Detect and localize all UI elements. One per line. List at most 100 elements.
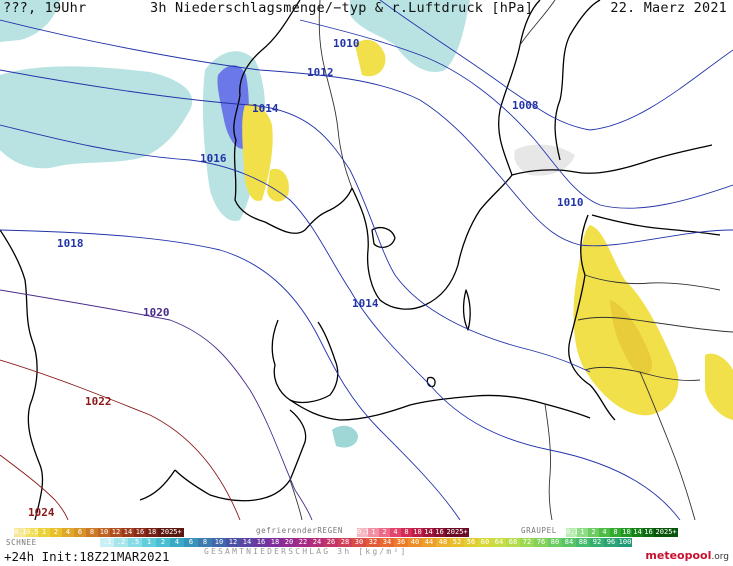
rain-area-north-yellow [355, 39, 386, 77]
legend-freezing-rain-scale: 0.1 1 2 4 8 10 14 16 2025+ [357, 528, 470, 537]
rain-scale-cell: 6 [74, 528, 86, 537]
snow-scale-cell: 96 [604, 538, 618, 547]
rain-scale-cell: 1 [38, 528, 50, 537]
legend-graupel-scale: 0.1 1 2 4 8 10 14 16 2025+ [566, 528, 679, 537]
isobar-line-1024 [0, 454, 69, 520]
rain-scale-cell: 14 [122, 528, 134, 537]
meteopool-logo[interactable]: meteopool.org [645, 549, 729, 562]
snow-scale-cell: 92 [590, 538, 604, 547]
border-east [639, 371, 696, 520]
border-baltic-states [577, 274, 733, 333]
precip-area-west [0, 66, 193, 169]
snow-scale-cell: 26 [324, 538, 338, 547]
snow-scale-cell: 2 [156, 538, 170, 547]
coastline-denmark [271, 319, 339, 404]
legend-snow-label: SCHNEE [6, 538, 37, 547]
border-sweden-finland [519, 0, 556, 46]
graupel-scale-cell: 4 [599, 528, 610, 537]
brand-main: meteopool [645, 549, 712, 562]
isobar-line-1020 [0, 289, 313, 520]
map-date: 22. Maerz 2021 [610, 0, 727, 16]
snow-scale-cell: 80 [548, 538, 562, 547]
graupel-scale-cell: 2 [588, 528, 599, 537]
border-norway-sweden [318, 0, 353, 189]
rain-area-norway-yellow [242, 103, 273, 201]
snow-scale-cell: 8 [198, 538, 212, 547]
legend-rain-scale: 0.1 0.5 1 2 4 6 8 10 12 14 16 18 2025+ [14, 528, 185, 537]
coastline-gotland [462, 289, 471, 331]
precip-area-finland [514, 144, 575, 176]
snow-scale-cell: .5 [128, 538, 142, 547]
legend-total-precip-label: GESAMTNIEDERSCHLAG 3h [kg/m²] [204, 547, 408, 556]
graupel-scale-cell: 2025+ [654, 528, 679, 537]
rain-scale-cell: 16 [134, 528, 146, 537]
freezing-scale-cell: 0.1 [357, 528, 368, 537]
snow-scale-cell: 52 [450, 538, 464, 547]
precip-area-northwest [0, 0, 60, 42]
rain-area-inland-yellow [267, 168, 289, 202]
freezing-scale-cell: 16 [434, 528, 445, 537]
freezing-scale-cell: 2025+ [445, 528, 470, 537]
precip-area-germany [332, 425, 358, 448]
isobar-label-1016: 1016 [200, 152, 227, 165]
map-title: 3h Niederschlagsmenge/−typ & r.Luftdruck… [150, 0, 534, 16]
snow-scale-cell: 36 [394, 538, 408, 547]
snow-scale-cell: 84 [562, 538, 576, 547]
forecast-init-label: +24h Init:18Z21MAR2021 [4, 549, 170, 564]
isobar-label-1024: 1024 [28, 506, 55, 519]
snow-scale-cell: 30 [352, 538, 366, 547]
snow-scale-cell: 24 [310, 538, 324, 547]
rain-scale-cell: 2 [50, 528, 62, 537]
coastline-sweden [351, 174, 513, 310]
rain-scale-cell: 0.5 [26, 528, 38, 537]
snow-scale-cell: 76 [534, 538, 548, 547]
isobar-label-1014: 1014 [252, 102, 279, 115]
precip-area-north [350, 0, 470, 72]
isobar-label-1010-east: 1010 [557, 196, 584, 209]
snow-scale-cell: 14 [240, 538, 254, 547]
isobar-line-1016 [0, 124, 681, 520]
isobar-label-1022: 1022 [85, 395, 112, 408]
snow-scale-cell: 16 [254, 538, 268, 547]
snow-scale-cell: 18 [268, 538, 282, 547]
snow-scale-cell: 34 [380, 538, 394, 547]
snow-scale-cell: 40 [408, 538, 422, 547]
snow-scale-cell: 44 [422, 538, 436, 547]
isobar-label-1018: 1018 [57, 237, 84, 250]
coastline-lake-vanern [371, 227, 396, 249]
snow-scale-cell: 6 [184, 538, 198, 547]
country-borders [289, 0, 733, 520]
graupel-scale-cell: 0.1 [566, 528, 577, 537]
freezing-scale-cell: 1 [368, 528, 379, 537]
coastline-belgium-france [139, 469, 176, 501]
rain-scale-cell: 12 [110, 528, 122, 537]
snow-scale-cell: 88 [576, 538, 590, 547]
coastline-gulf-bothnia [498, 0, 541, 176]
coastline-germany-poland [289, 394, 591, 421]
isobar-labels: 1008 1010 1010 1012 1014 1014 1016 1018 … [28, 37, 584, 519]
isobar-line-1008 [379, 0, 733, 131]
isobar-label-1008: 1008 [512, 99, 539, 112]
coastline-bornholm [426, 376, 436, 388]
isobar-line-1018 [0, 229, 461, 520]
isobar-lines [0, 0, 733, 520]
legend-snow-scale: .1.2.5 1 2 4 6 8 10 12 14 16 18 20 22 24 26 28 30 32 34 36 4… [100, 538, 632, 547]
precipitation-map: 1008 1010 1010 1012 1014 1014 1016 1018 … [0, 0, 733, 520]
coastline-finland-gulf [511, 144, 713, 176]
snow-scale-cell: 72 [520, 538, 534, 547]
rain-scale-cell: 8 [86, 528, 98, 537]
precipitation-legend: 0.1 0.5 1 2 4 6 8 10 12 14 16 18 2025+ gefrierenderR… [0, 520, 733, 566]
rain-scale-cell: 4 [62, 528, 74, 537]
snow-scale-cell: 12 [226, 538, 240, 547]
brand-suffix: .org [711, 552, 729, 562]
legend-freezing-rain-label: gefrierenderREGEN [256, 526, 343, 535]
graupel-scale-cell: 14 [632, 528, 643, 537]
snow-scale-cell: 1 [142, 538, 156, 547]
coastline-netherlands [174, 409, 307, 502]
isobar-line-1012 [0, 19, 733, 247]
legend-graupel-label: GRAUPEL [521, 526, 557, 535]
freezing-scale-cell: 4 [390, 528, 401, 537]
rain-scale-cell: 18 [146, 528, 158, 537]
snow-scale-cell: 64 [492, 538, 506, 547]
